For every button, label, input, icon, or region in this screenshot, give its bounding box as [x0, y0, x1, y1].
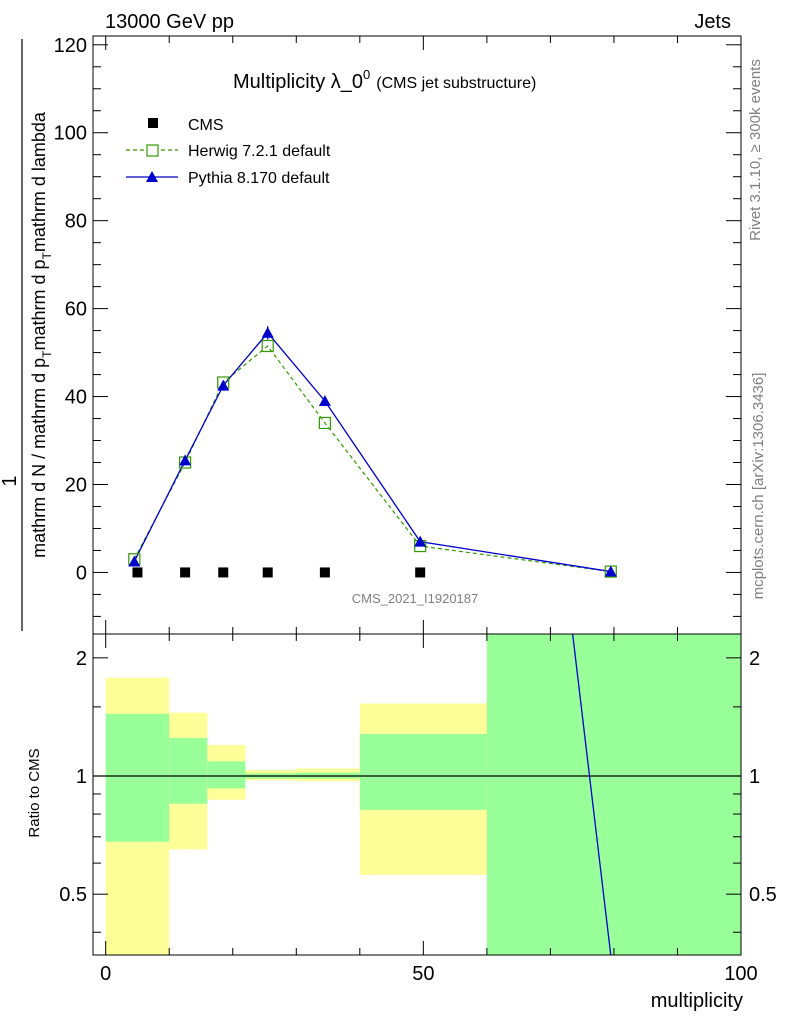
legend-cms-label: CMS	[188, 117, 224, 134]
main-plot-content	[128, 326, 617, 578]
cms-point	[262, 567, 273, 578]
pythia-point	[604, 565, 617, 577]
herwig-point	[318, 416, 331, 430]
main-y-tick-label: 40	[65, 387, 87, 409]
cms-point	[180, 567, 191, 578]
ratio-x-tick-label: 50	[412, 963, 434, 985]
mcplots-label: mcplots.cern.ch [arXiv:1306.3436]	[750, 373, 767, 600]
ratio-y-tick-label-right: 0.5	[749, 884, 777, 906]
cms-point	[415, 567, 426, 578]
main-y-label: 1 mathrm d N / mathrm d pTmathrm d pTmat…	[0, 39, 54, 631]
ratio-green-band	[486, 634, 741, 955]
ratio-x-tick-label: 100	[724, 963, 757, 985]
legend-pythia-marker	[146, 171, 158, 182]
legend-pythia-label: Pythia 8.170 default	[188, 170, 330, 187]
ratio-x-ticks: 0 50 100	[100, 634, 758, 985]
herwig-point	[261, 339, 274, 353]
plot-title: Multiplicity λ_00 (CMS jet substructure)	[233, 67, 536, 93]
y-label-denominator: mathrm d N / mathrm d pTmathrm d pTmathr…	[29, 111, 54, 558]
analysis-watermark: CMS_2021_I1920187	[352, 591, 479, 606]
pythia-ratio-line	[572, 633, 612, 956]
ratio-y-label: Ratio to CMS	[26, 748, 43, 837]
header-right: Jets	[694, 11, 731, 33]
ratio-y-tick-label-right: 1	[749, 766, 760, 788]
ratio-plot-panel: 0.5 0.5 1 1 2 2 0 50 100	[59, 633, 777, 985]
ratio-y-tick-label-left: 2	[76, 648, 87, 670]
main-y-tick-label: 60	[65, 299, 87, 321]
pythia-point	[128, 555, 141, 567]
main-y-tick-label: 120	[54, 35, 87, 57]
main-y-tick-label: 80	[65, 211, 87, 233]
ratio-y-ticks: 0.5 0.5 1 1 2 2	[59, 648, 777, 933]
pythia-point	[217, 379, 230, 391]
pythia-point	[179, 454, 192, 466]
rivet-label: Rivet 3.1.10, ≥ 300k events	[747, 59, 764, 241]
ratio-green-band	[207, 761, 246, 789]
main-y-tick-label: 20	[65, 475, 87, 497]
herwig-series-line	[133, 345, 611, 573]
plot-title-sup: 0	[363, 67, 370, 82]
pythia-series-line	[133, 331, 611, 573]
ratio-green-band	[169, 737, 208, 804]
main-y-tick-label: 100	[54, 123, 87, 145]
header-left: 13000 GeV pp	[105, 11, 234, 33]
main-x-ticks	[105, 36, 742, 634]
ratio-y-tick-label-left: 0.5	[59, 884, 87, 906]
pythia-point	[261, 326, 274, 338]
ratio-plot-frame	[92, 633, 742, 956]
legend-herwig-marker	[146, 144, 159, 157]
plot-title-suffix: (CMS jet substructure)	[376, 75, 536, 92]
pythia-point	[414, 535, 427, 547]
cms-point	[132, 567, 143, 578]
ratio-green-band	[359, 733, 487, 810]
main-y-tick-label: 0	[76, 562, 87, 584]
ratio-x-tick-label: 0	[100, 963, 111, 985]
y-label-one: 1	[0, 475, 21, 486]
legend: CMS Herwig 7.2.1 default Pythia 8.170 de…	[126, 117, 331, 187]
cms-point	[319, 567, 330, 578]
x-axis-label: multiplicity	[651, 990, 743, 1012]
ratio-green-band	[105, 713, 170, 842]
cms-point	[218, 567, 229, 578]
ratio-plot-content	[93, 633, 741, 956]
legend-herwig-label: Herwig 7.2.1 default	[188, 143, 331, 160]
pythia-point	[318, 394, 331, 406]
main-y-ticks: 0 20 40 60 80 100 120	[54, 35, 741, 617]
plot-title-main: Multiplicity λ_0	[233, 71, 363, 93]
legend-cms-marker	[148, 118, 158, 128]
ratio-y-tick-label-left: 1	[76, 766, 87, 788]
main-plot-panel: 0 20 40 60 80 100 120	[54, 35, 742, 635]
ratio-y-tick-label-right: 2	[749, 648, 760, 670]
